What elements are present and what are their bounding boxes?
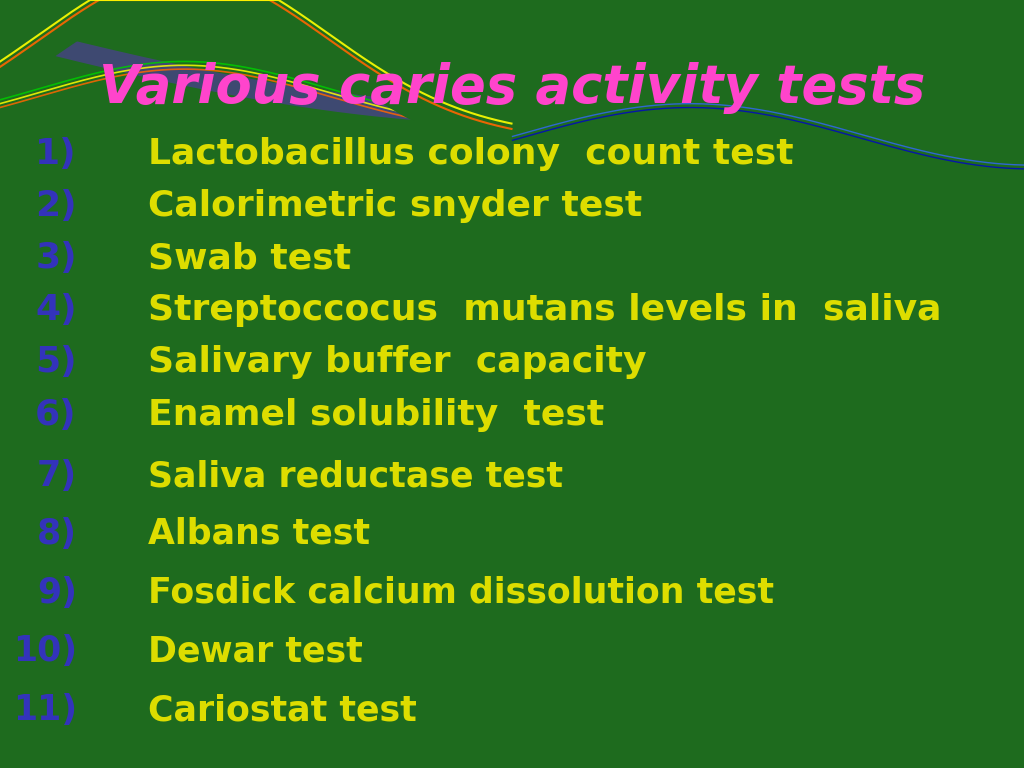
Text: 2): 2) [35, 189, 77, 223]
Text: 7): 7) [37, 459, 77, 493]
Text: 4): 4) [35, 293, 77, 327]
Text: Lactobacillus colony  count test: Lactobacillus colony count test [148, 137, 794, 170]
Text: Swab test: Swab test [148, 241, 351, 275]
Text: Dewar test: Dewar test [148, 634, 364, 668]
Text: Streptoccocus  mutans levels in  saliva: Streptoccocus mutans levels in saliva [148, 293, 942, 327]
Text: Albans test: Albans test [148, 517, 371, 551]
Text: 3): 3) [35, 241, 77, 275]
Text: 8): 8) [37, 517, 77, 551]
Text: 9): 9) [37, 576, 77, 610]
Text: Cariostat test: Cariostat test [148, 694, 417, 727]
Text: Calorimetric snyder test: Calorimetric snyder test [148, 189, 643, 223]
Text: Enamel solubility  test: Enamel solubility test [148, 398, 605, 432]
Text: 5): 5) [35, 346, 77, 379]
Bar [0, 0, 1024, 138]
Text: Various caries activity tests: Various caries activity tests [99, 62, 925, 114]
Text: 6): 6) [35, 398, 77, 432]
Text: 11): 11) [12, 694, 77, 727]
Text: 1): 1) [35, 137, 77, 170]
Text: Salivary buffer  capacity: Salivary buffer capacity [148, 346, 647, 379]
Text: Fosdick calcium dissolution test: Fosdick calcium dissolution test [148, 576, 774, 610]
Text: Saliva reductase test: Saliva reductase test [148, 459, 563, 493]
Text: 10): 10) [12, 634, 77, 668]
